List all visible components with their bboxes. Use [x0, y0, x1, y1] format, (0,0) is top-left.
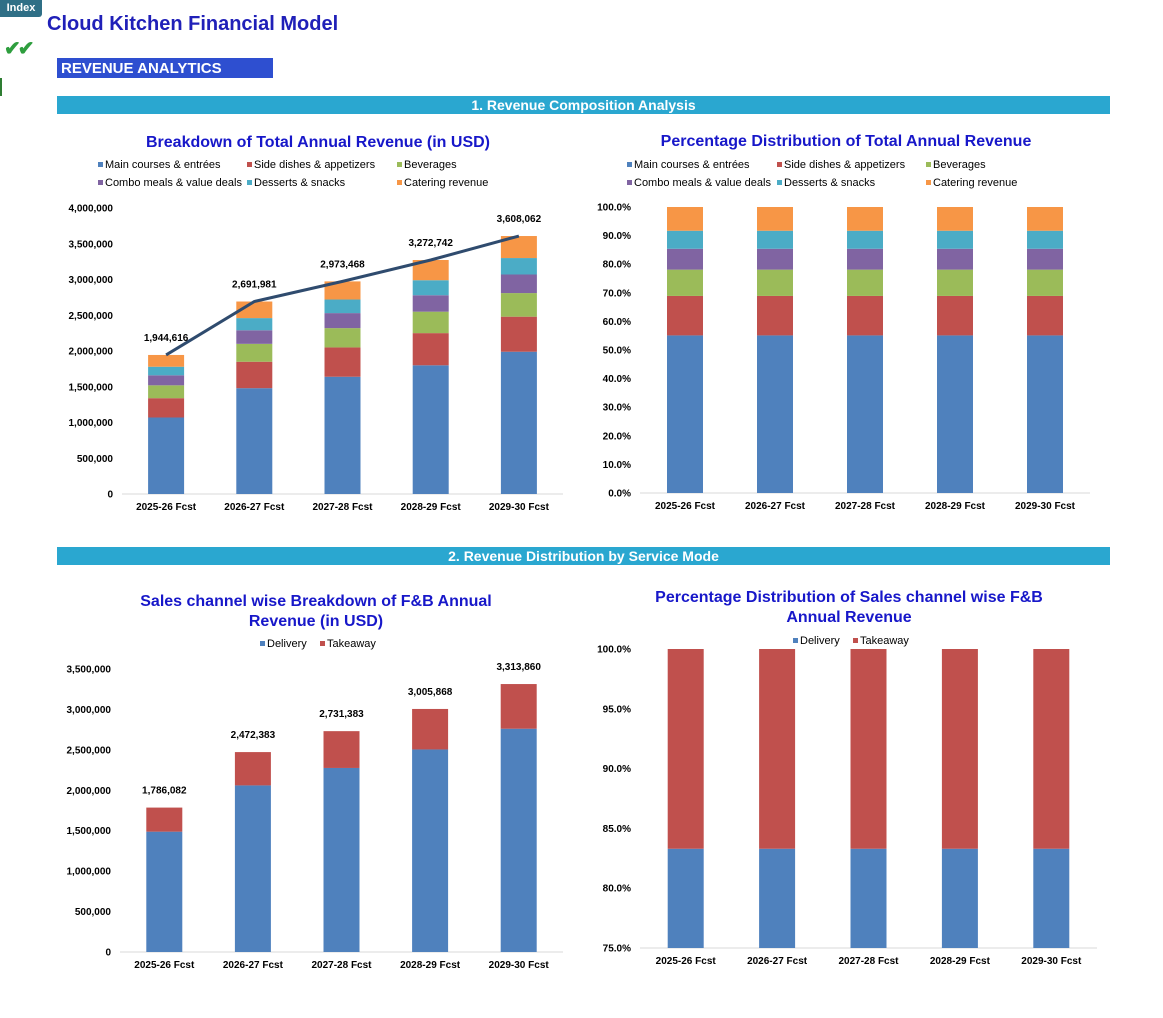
legend-swatch: [98, 162, 103, 167]
page-title: Cloud Kitchen Financial Model: [47, 13, 339, 35]
y-tick-label: 3,500,000: [69, 239, 114, 250]
bar-segment: [412, 311, 449, 334]
bar-segment: [324, 347, 361, 377]
bar-segment: [412, 259, 449, 281]
bar-segment: [500, 258, 537, 275]
bar-segment: [500, 274, 537, 294]
bar-segment: [236, 330, 273, 344]
selection-marker: [0, 78, 2, 96]
section-label: REVENUE ANALYTICS: [57, 58, 273, 78]
y-tick-label: 1,500,000: [69, 382, 114, 393]
legend-entry: Combo meals & value deals: [105, 177, 242, 189]
bar-segment: [236, 361, 273, 389]
y-tick-label: 500,000: [77, 454, 114, 465]
bar-segment: [236, 343, 273, 362]
data-label: 2,691,981: [232, 280, 277, 291]
bar-segment: [412, 365, 449, 494]
y-tick-label: 3,000,000: [69, 275, 114, 286]
x-tick-label: 2025-26 Fcst: [136, 502, 197, 513]
bar-segment: [500, 293, 537, 317]
legend-entry: Side dishes & appetizers: [254, 159, 376, 171]
bar-segment: [236, 388, 273, 494]
y-tick-label: 1,000,000: [69, 418, 114, 429]
legend-swatch: [397, 162, 402, 167]
y-tick-label: 2,000,000: [69, 347, 114, 358]
chart-title: Breakdown of Total Annual Revenue (in US…: [146, 134, 490, 151]
bar-segment: [412, 295, 449, 312]
y-tick-label: 4,000,000: [69, 204, 114, 215]
data-label: 1,944,616: [144, 333, 189, 344]
y-tick-label: 2,500,000: [69, 311, 114, 322]
legend-swatch: [247, 180, 252, 185]
bar-segment: [148, 398, 185, 418]
x-tick-label: 2027-28 Fcst: [312, 502, 373, 513]
data-label: 3,272,742: [408, 238, 453, 249]
bar-segment: [324, 281, 361, 300]
bar-segment: [324, 299, 361, 314]
y-tick-label: 0: [107, 490, 113, 501]
legend-entry: Beverages: [404, 159, 457, 171]
x-tick-label: 2029-30 Fcst: [489, 502, 550, 513]
bar-segment: [148, 375, 185, 386]
section-band-revenue-composition: 1. Revenue Composition Analysis: [57, 96, 1110, 114]
bar-segment: [148, 354, 185, 367]
bar-segment: [500, 316, 537, 352]
bar-segment: [324, 376, 361, 494]
bar-segment: [236, 318, 273, 331]
data-label: 2,973,468: [320, 259, 365, 270]
section-band-service-mode: 2. Revenue Distribution by Service Mode: [57, 547, 1110, 565]
legend-entry: Desserts & snacks: [254, 177, 346, 189]
legend-entry: Catering revenue: [404, 177, 488, 189]
legend-swatch: [247, 162, 252, 167]
bar-segment: [412, 280, 449, 296]
bar-segment: [148, 385, 185, 399]
checkmark-icon: ✔✔: [4, 38, 34, 60]
bar-segment: [324, 313, 361, 329]
bar-segment: [148, 366, 185, 376]
data-label: 3,608,062: [497, 214, 542, 225]
legend-swatch: [397, 180, 402, 185]
x-tick-label: 2026-27 Fcst: [224, 502, 285, 513]
x-tick-label: 2028-29 Fcst: [401, 502, 462, 513]
legend-swatch: [98, 180, 103, 185]
total-revenue-line: [165, 234, 520, 357]
bar-segment: [412, 333, 449, 366]
legend-entry: Main courses & entrées: [105, 159, 221, 171]
bar-segment: [148, 417, 185, 494]
index-tab[interactable]: Index: [0, 0, 42, 17]
bar-segment: [500, 236, 537, 259]
bar-segment: [324, 328, 361, 348]
bar-segment: [500, 351, 537, 494]
